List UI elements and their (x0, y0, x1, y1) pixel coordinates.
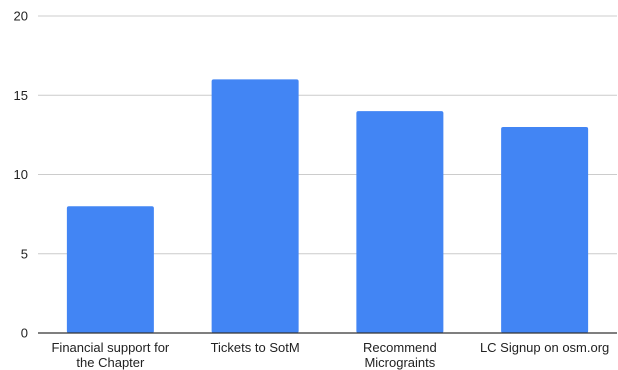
x-category-label: Tickets to SotM (211, 340, 300, 355)
x-category-label: Financial support for the Chapter (51, 340, 169, 370)
bar[interactable] (356, 111, 444, 333)
bar[interactable] (501, 126, 589, 333)
bar[interactable] (211, 79, 299, 334)
y-tick-label: 15 (14, 88, 28, 103)
y-tick-label: 20 (14, 9, 28, 24)
x-category-label: Recommend Micrograints (363, 340, 437, 370)
y-tick-label: 10 (14, 167, 28, 182)
y-tick-label: 5 (21, 246, 28, 261)
x-category-label: LC Signup on osm.org (480, 340, 609, 355)
y-tick-label: 0 (21, 326, 28, 341)
bar[interactable] (66, 206, 154, 333)
